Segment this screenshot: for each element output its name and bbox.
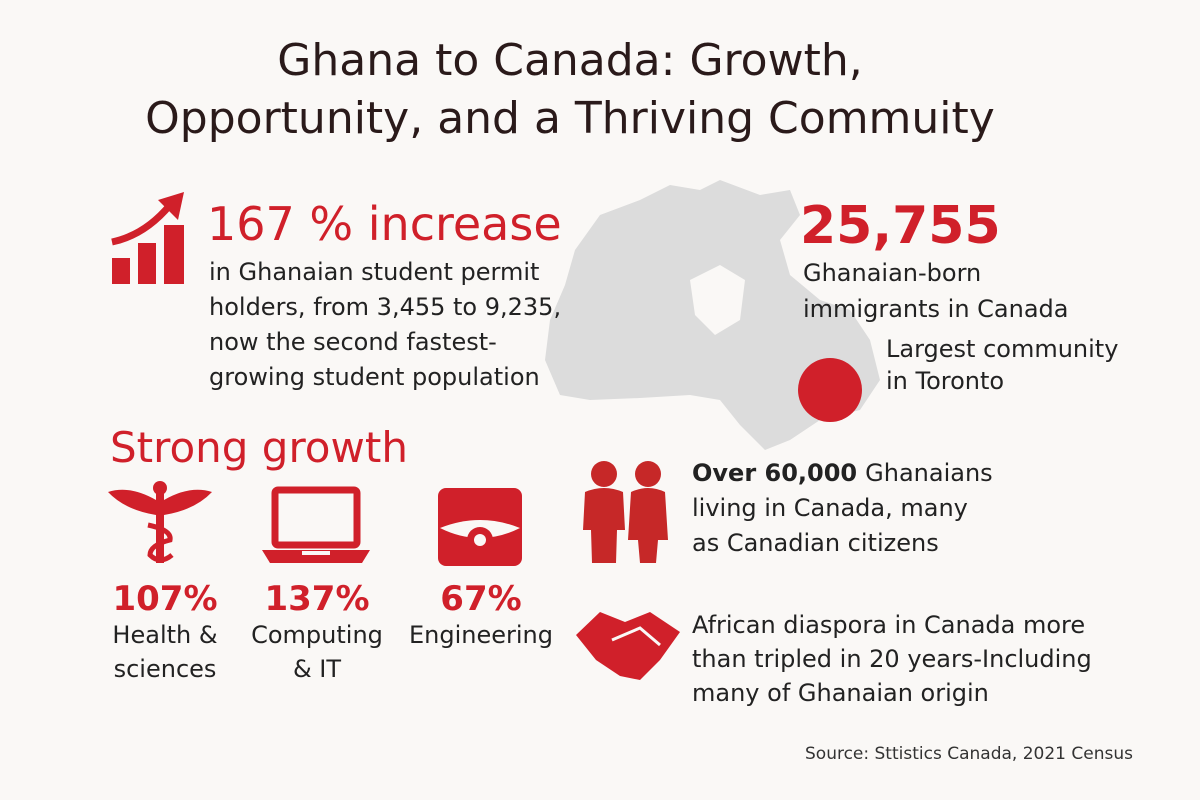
field-label: & IT bbox=[293, 655, 341, 683]
diaspora-text: African diaspora in Canada more bbox=[692, 611, 1085, 639]
diaspora-text: than tripled in 20 years-Including bbox=[692, 645, 1092, 673]
title-line: Ghana to Canada: Growth, bbox=[277, 35, 862, 86]
permit-text: in Ghanaian student permit bbox=[209, 258, 539, 286]
population-text: as Canadian citizens bbox=[692, 529, 939, 557]
field-percent: 107% bbox=[112, 579, 217, 619]
immigrant-text: Ghanaian-born bbox=[803, 259, 981, 287]
population-text: Over 60,000 Ghanaians bbox=[692, 459, 993, 487]
growth-icon bbox=[111, 192, 184, 284]
field-label: Engineering bbox=[409, 621, 553, 649]
immigrant-text: immigrants in Canada bbox=[803, 295, 1069, 323]
computing-icon bbox=[262, 486, 370, 563]
field-percent: 137% bbox=[264, 579, 369, 619]
population-text: living in Canada, many bbox=[692, 494, 968, 522]
field-percent: 67% bbox=[440, 579, 521, 619]
section-title: Strong growth bbox=[110, 423, 408, 472]
permit-text: now the second fastest- bbox=[209, 328, 497, 356]
health-icon bbox=[108, 481, 212, 563]
field-label: Computing bbox=[251, 621, 383, 649]
engineering-icon bbox=[438, 488, 522, 566]
field-label: sciences bbox=[114, 655, 217, 683]
hudson-bay bbox=[690, 265, 745, 335]
diaspora-text: many of Ghanaian origin bbox=[692, 679, 989, 707]
population-highlight: Over 60,000 bbox=[692, 459, 857, 487]
permit-text: holders, from 3,455 to 9,235, bbox=[209, 293, 561, 321]
toronto-dot bbox=[798, 358, 862, 422]
handshake-icon bbox=[576, 612, 680, 680]
source: Source: Sttistics Canada, 2021 Census bbox=[805, 744, 1133, 764]
permit-headline: 167 % increase bbox=[207, 197, 562, 251]
population-text: Ghanaians bbox=[865, 459, 993, 487]
title-line: Opportunity, and a Thriving Commuity bbox=[145, 93, 995, 144]
immigrant-number: 25,755 bbox=[800, 196, 1001, 256]
toronto-text: Largest community bbox=[886, 335, 1118, 363]
permit-text: growing student population bbox=[209, 363, 540, 391]
toronto-text: in Toronto bbox=[886, 367, 1004, 395]
field-label: Health & bbox=[112, 621, 217, 649]
people-icon bbox=[583, 461, 668, 563]
